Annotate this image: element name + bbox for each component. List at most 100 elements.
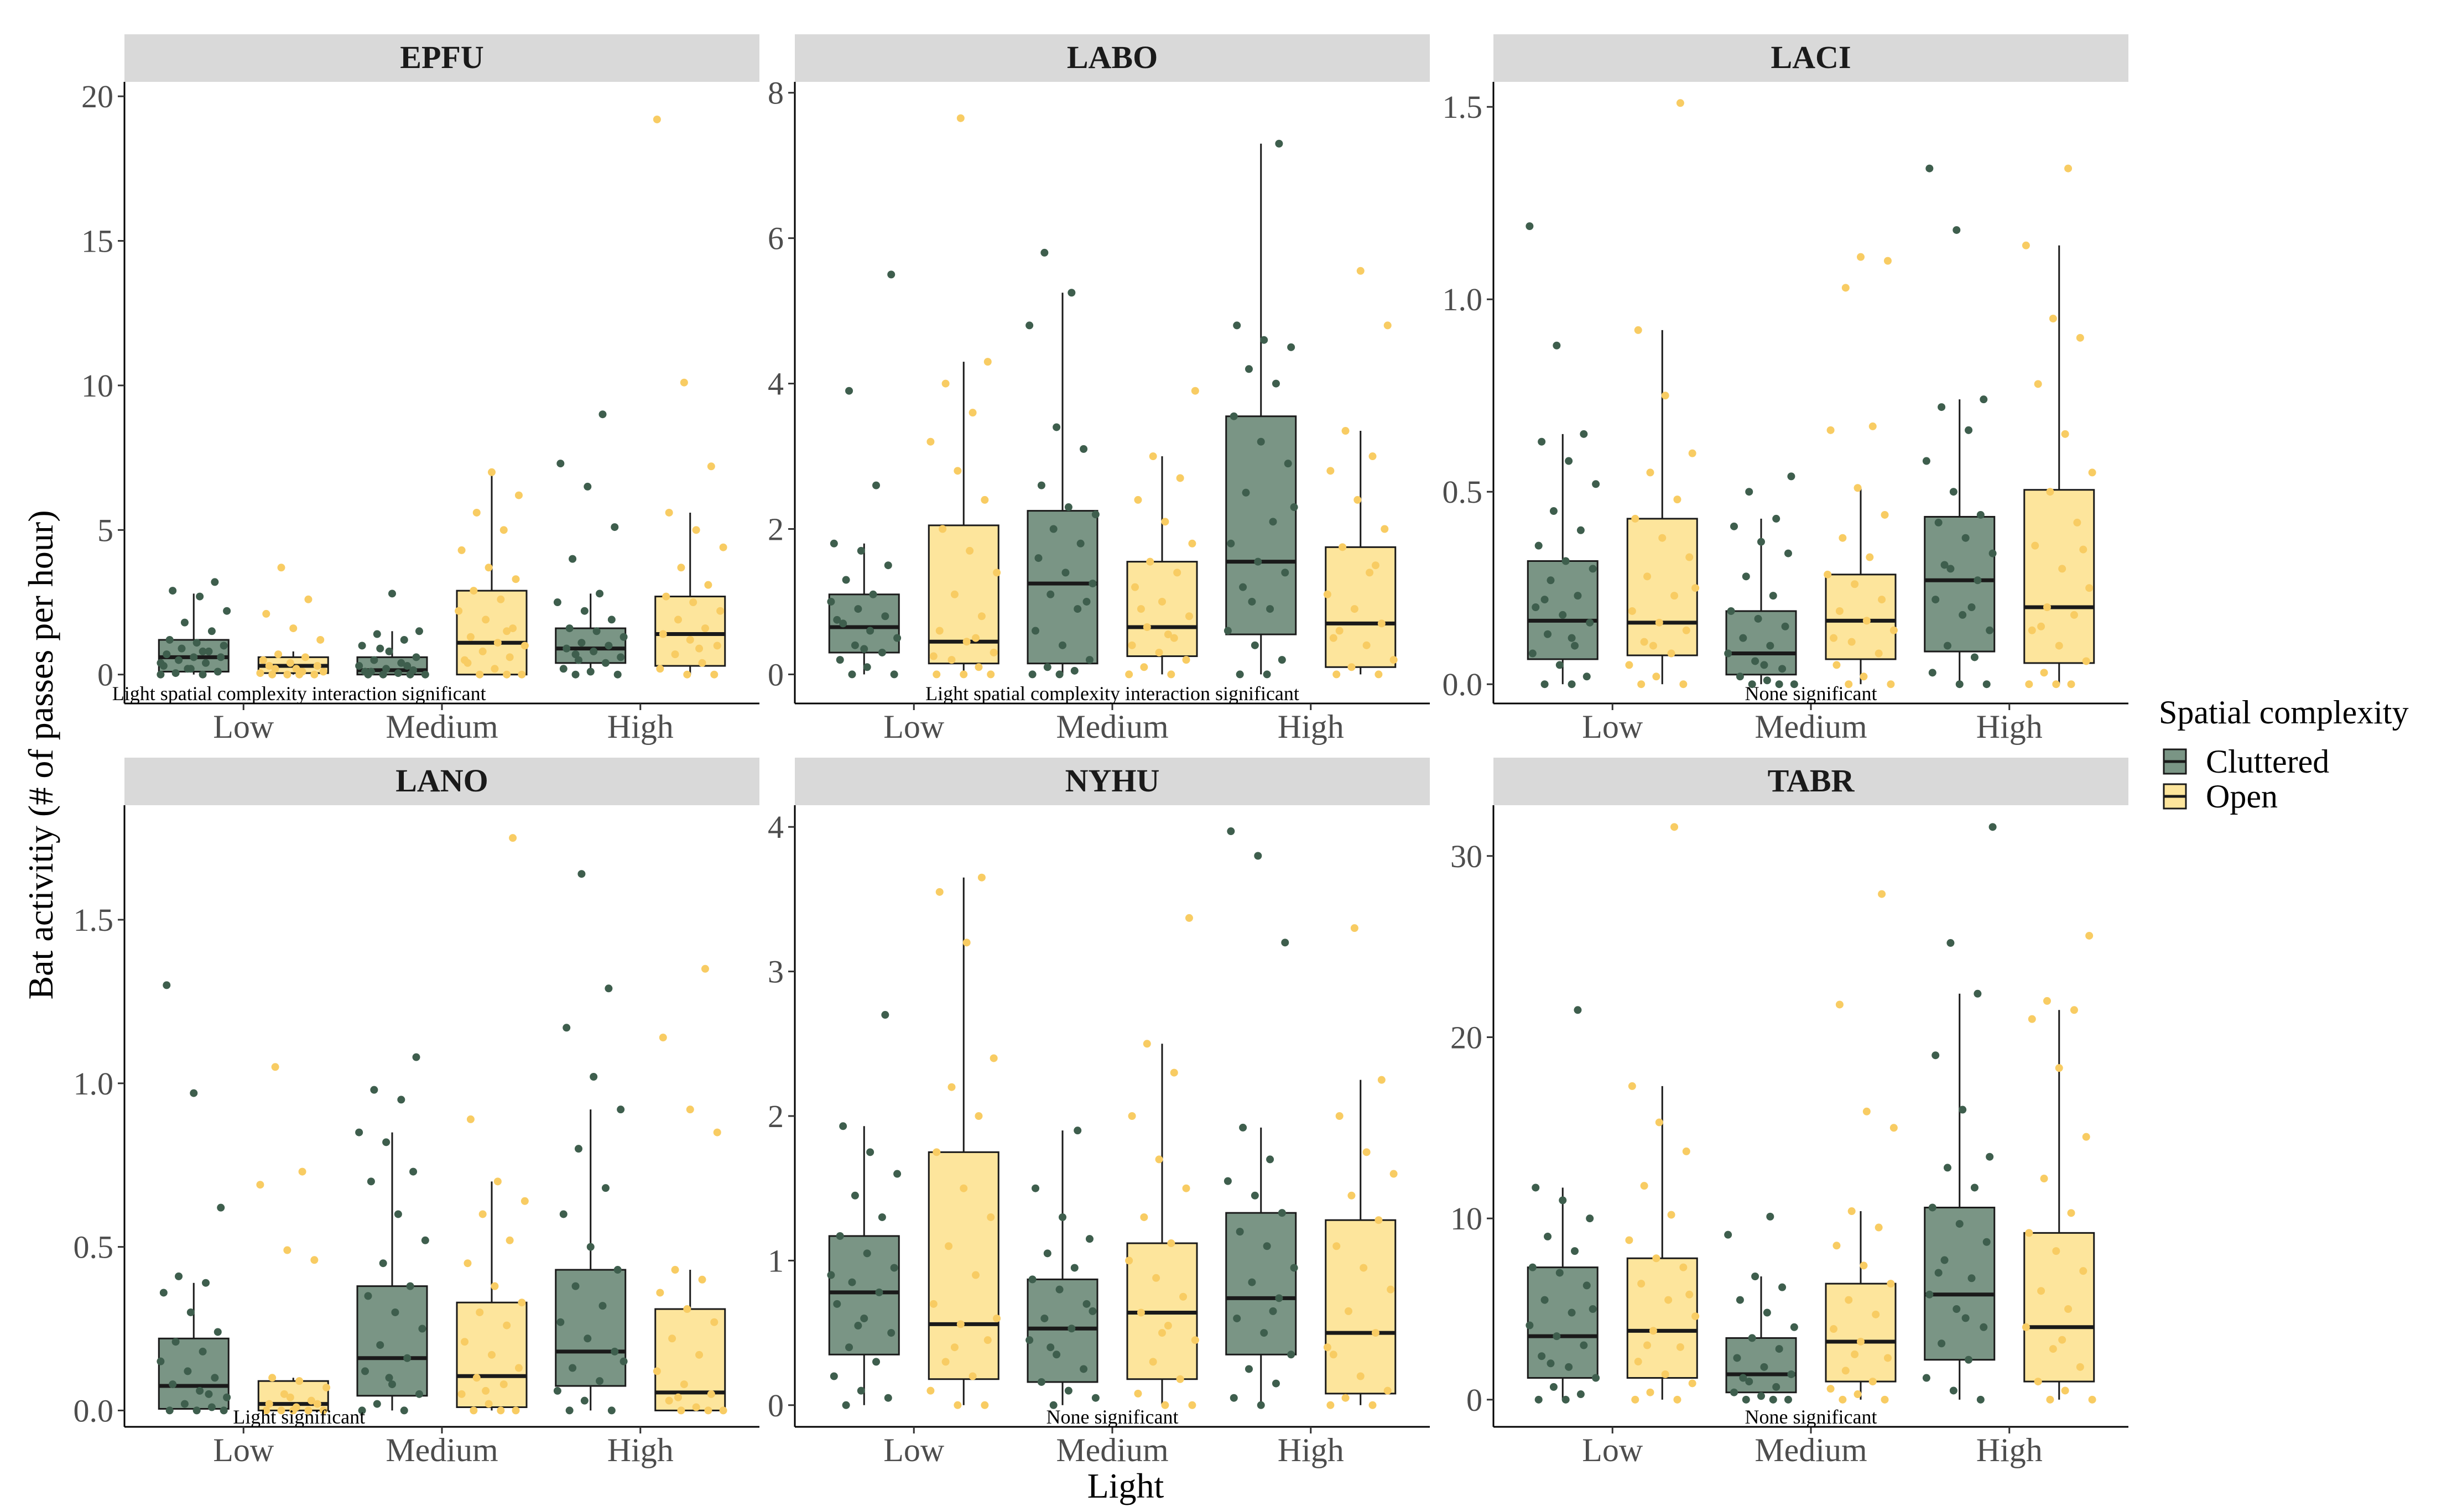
box-nyhu-high-open-point-16 <box>1377 1076 1386 1084</box>
box-laci-low-cluttered-point-23 <box>1568 634 1576 642</box>
box-laci-high-open-point-1 <box>2025 680 2033 689</box>
box-nyhu-medium-cluttered-point-15 <box>1059 1213 1066 1221</box>
box-lano-medium-open-point-18 <box>493 1177 502 1186</box>
box-nyhu-medium-open-point-7 <box>1137 1308 1145 1317</box>
box-labo-medium-cluttered-point-12 <box>1076 539 1085 548</box>
box-tabr-low-open-point-10 <box>1637 1280 1646 1288</box>
box-epfu-medium-cluttered-point-9 <box>397 659 405 667</box>
box-lano-high-cluttered-point-13 <box>559 1210 568 1218</box>
panel-nyhu: NYHU 0 1 2 3 4 Low Medium High None significant <box>768 758 1430 1468</box>
panel-laci: LACI 0.0 0.5 1.0 1.5 Low Medium High None signif… <box>1443 34 2128 745</box>
box-tabr-high-cluttered-point-20 <box>1988 823 1997 831</box>
box-nyhu-high-open-point-14 <box>1362 1148 1371 1156</box>
box-tabr-medium-open-point-8 <box>1830 1325 1838 1333</box>
box-epfu-high-cluttered-point-7 <box>590 647 598 655</box>
box-laci-medium-open-point-12 <box>1866 553 1874 561</box>
box-epfu-medium-cluttered <box>355 590 429 679</box>
box-tabr-medium-cluttered-point-17 <box>1724 1231 1732 1239</box>
box-lano-low-open-point-18 <box>286 1393 294 1401</box>
box-laci-low-cluttered-point-19 <box>1538 437 1546 446</box>
box-labo-low-open-point-8 <box>977 612 986 621</box>
box-lano-high-open <box>653 964 727 1415</box>
box-tabr-low-cluttered-point-0 <box>1561 1395 1570 1404</box>
box-tabr-high-open-iqr <box>2023 1232 2095 1383</box>
box-labo-low-cluttered-point-14 <box>884 561 892 570</box>
box-lano-medium-cluttered-point-3 <box>415 1390 423 1398</box>
x-tick-label-nyhu-medium: Medium <box>1056 1432 1168 1468</box>
box-nyhu-high-open-point-1 <box>1368 1401 1377 1409</box>
box-nyhu-medium-open-point-8 <box>1179 1292 1188 1301</box>
box-nyhu-high-cluttered-point-4 <box>1287 1351 1295 1359</box>
box-epfu-low-open-point-4 <box>256 669 264 677</box>
box-epfu-high-cluttered-point-6 <box>617 653 625 661</box>
box-laci-high-cluttered-point-9 <box>1946 565 1955 573</box>
box-tabr-high-cluttered-point-22 <box>1934 1269 1943 1277</box>
box-tabr-low-open-point-5 <box>1634 1358 1642 1366</box>
box-labo-high-cluttered-point-22 <box>1290 503 1298 512</box>
box-labo-low-cluttered-point-5 <box>851 641 859 649</box>
box-laci-high-open-point-20 <box>2064 164 2073 173</box>
box-epfu-high-open-point-5 <box>713 642 721 650</box>
box-nyhu-high-open-point-13 <box>1389 1170 1398 1178</box>
box-laci-low-cluttered-point-15 <box>1576 526 1585 534</box>
box-nyhu-low-open-point-4 <box>941 1358 950 1366</box>
panel-epfu: EPFU 0 5 10 15 20 Low Medium High Light spatial c… <box>81 34 759 745</box>
box-epfu-medium-open-point-0 <box>503 670 511 679</box>
box-tabr-medium-open-point-10 <box>1845 1296 1853 1304</box>
box-lano-low-open-point-14 <box>256 1181 264 1189</box>
box-tabr-medium-open-point-20 <box>1851 1350 1859 1358</box>
box-lano-high-open-point-10 <box>710 1318 719 1326</box>
box-laci-low-open-point-2 <box>1652 672 1660 681</box>
box-laci-medium-open-point-20 <box>1857 253 1865 261</box>
panel-lano: LANO 0.0 0.5 1.0 1.5 Low Medium High Light signi… <box>74 758 759 1468</box>
box-labo-medium-open-point-3 <box>1182 656 1190 664</box>
box-tabr-medium-cluttered-point-19 <box>1739 1374 1747 1382</box>
box-labo-high-open-point-5 <box>1335 627 1344 635</box>
box-lano-high-cluttered <box>553 870 628 1415</box>
box-lano-high-open-point-12 <box>656 1289 664 1297</box>
box-epfu-medium-open-point-20 <box>514 491 523 499</box>
box-nyhu-low-open-point-5 <box>983 1336 992 1344</box>
box-epfu-low-open-point-9 <box>259 656 267 664</box>
x-tick-label-lano-low: Low <box>213 1432 274 1468</box>
box-laci-high-cluttered-point-13 <box>1976 510 1985 519</box>
box-nyhu-medium-cluttered-point-13 <box>1043 1249 1051 1258</box>
box-laci-high-cluttered-point-8 <box>1974 576 1982 585</box>
box-tabr-medium-open-point-12 <box>1860 1261 1868 1270</box>
box-tabr-high-open-point-2 <box>2061 1386 2069 1395</box>
box-epfu-high-cluttered-point-3 <box>559 665 568 673</box>
box-lano-medium-open-point-3 <box>485 1400 493 1408</box>
box-laci-high-cluttered-point-1 <box>1955 680 1964 689</box>
box-labo-low-cluttered-point-10 <box>854 605 862 613</box>
box-nyhu-medium-open-point-9 <box>1152 1274 1160 1282</box>
box-epfu-low-cluttered-point-18 <box>223 607 231 615</box>
box-lano-medium-open-iqr <box>456 1301 528 1409</box>
box-labo-low-cluttered-point-8 <box>839 619 847 628</box>
annotation-labo: Light spatial complexity interaction sig… <box>925 682 1299 705</box>
box-nyhu-medium-cluttered <box>1025 1127 1100 1409</box>
box-laci-medium-cluttered-point-9 <box>1739 634 1747 642</box>
box-epfu-medium-open-point-22 <box>461 656 469 664</box>
box-laci-high-cluttered <box>1922 164 1997 689</box>
box-labo-high-open-point-19 <box>1371 561 1379 570</box>
box-nyhu-low-cluttered-point-1 <box>884 1394 892 1402</box>
box-laci-medium-open-iqr <box>1825 573 1897 660</box>
x-tick-label-lano-medium: Medium <box>386 1432 498 1468</box>
box-nyhu-low-cluttered-point-3 <box>830 1372 838 1380</box>
box-nyhu-medium-cluttered-point-6 <box>1025 1336 1034 1344</box>
box-lano-high-open-point-6 <box>680 1380 688 1389</box>
box-laci-medium-open-point-11 <box>1824 570 1832 578</box>
box-epfu-medium-open-point-7 <box>520 642 529 650</box>
box-labo-low-open-point-0 <box>987 670 995 679</box>
box-tabr-medium-open-point-2 <box>1854 1390 1862 1399</box>
box-lano-medium-cluttered-point-10 <box>364 1292 372 1300</box>
box-nyhu-high-cluttered-point-6 <box>1233 1314 1241 1322</box>
box-labo-medium-cluttered <box>1025 248 1100 679</box>
box-laci-medium-open-point-8 <box>1835 607 1844 615</box>
box-labo-high-open-point-9 <box>1366 569 1374 577</box>
box-epfu-high-open-iqr <box>654 596 726 667</box>
y-tick-label-labo-2: 4 <box>768 366 784 402</box>
box-laci-medium-open-point-17 <box>1868 422 1877 430</box>
box-epfu-high-cluttered-point-11 <box>619 633 628 641</box>
